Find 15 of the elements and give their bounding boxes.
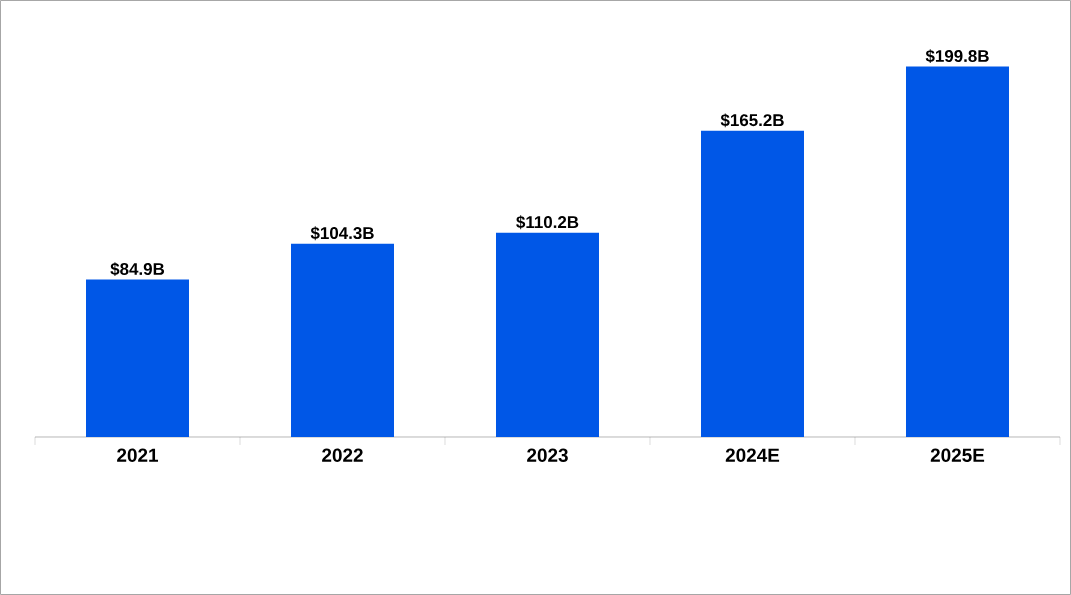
x-tick-label: 2021 [117,448,159,462]
data-label: $165.2B [720,113,784,128]
data-label: $110.2B [516,215,579,230]
data-label: $104.3B [310,226,374,241]
x-tick-label: 2023 [527,448,568,462]
x-tick-label: 2025E [930,448,985,462]
data-label: $199.8B [925,49,989,64]
bar [701,130,804,437]
bar [905,66,1009,437]
data-label: $84.9B [110,262,165,277]
x-tick-label: 2022 [322,448,363,462]
bar [496,232,599,437]
bar [86,279,189,437]
x-tick-label: 2024E [725,448,780,462]
bar [291,243,394,437]
